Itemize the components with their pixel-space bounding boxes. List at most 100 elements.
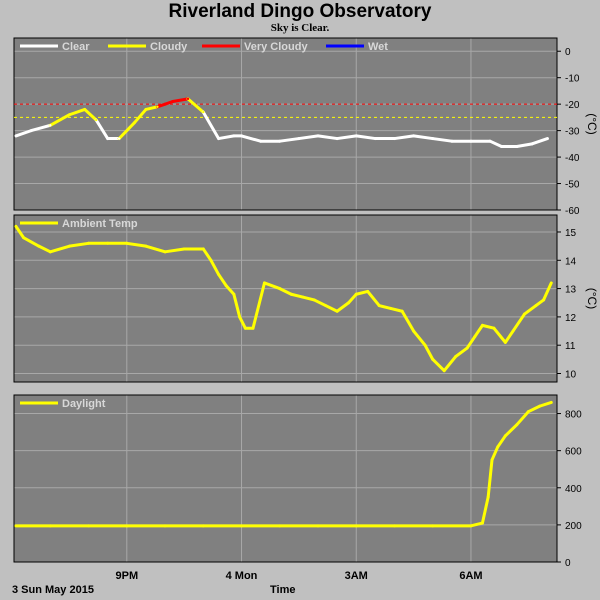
data-point-ambient (355, 293, 358, 296)
series-segment-sky (186, 97, 205, 114)
panel-border (13, 394, 558, 563)
data-point-sky (106, 137, 109, 140)
series-segment-sky (117, 121, 136, 141)
data-point-ambient (377, 304, 381, 307)
legend-label: Very Cloudy (244, 41, 308, 53)
data-point-daylight (431, 524, 434, 528)
data-point-ambient (312, 298, 316, 302)
series-segment-ambient (125, 241, 148, 248)
data-point-daylight (496, 445, 499, 449)
series-segment-sky (488, 139, 504, 148)
panel-border (13, 214, 558, 383)
panel-ambient (14, 215, 557, 382)
data-point-sky (278, 140, 281, 143)
data-point-daylight (87, 524, 90, 528)
data-point-ambient (412, 329, 415, 333)
data-point-ambient (182, 247, 186, 251)
series-segment-ambient (251, 281, 266, 330)
data-point-sky (316, 134, 320, 138)
y-tick-label: -20 (565, 100, 580, 111)
y-tick-label: 13 (565, 285, 577, 296)
data-point-ambient (225, 284, 228, 287)
series-segment-ambient (163, 247, 186, 254)
data-point-ambient (465, 346, 469, 350)
y-axis-label: (°C) (585, 113, 599, 134)
series-segment-ambient (473, 323, 484, 339)
series-segment-ambient (503, 329, 515, 344)
legend-label: Clear (62, 41, 90, 53)
data-point-daylight (550, 401, 553, 404)
data-point-daylight (486, 495, 490, 499)
series-segment-ambient (238, 315, 247, 330)
series-segment-sky (431, 137, 454, 143)
y-tick-label: 14 (565, 256, 577, 267)
series-segment-ambient (465, 335, 477, 350)
series-segment-sky (316, 134, 339, 141)
data-point-ambient (454, 355, 457, 358)
series-segment-ambient (209, 258, 221, 276)
panel-border (13, 37, 558, 211)
data-point-sky (515, 145, 519, 148)
series-segment-ambient (14, 224, 26, 240)
series-segment-ambient (377, 304, 393, 310)
series-segment-ambient (289, 292, 305, 299)
data-point-sky (335, 137, 339, 140)
y-tick-label: -60 (565, 206, 580, 217)
data-point-sky (297, 137, 301, 140)
series-segment-ambient (389, 306, 404, 313)
series-segment-sky (297, 134, 320, 141)
series-segment-ambient (454, 346, 469, 359)
y-tick-label: 800 (565, 410, 582, 421)
data-point-sky (14, 134, 18, 138)
series-segment-daylight (526, 404, 542, 414)
series-segment-sky (335, 134, 358, 141)
y-tick-label: -40 (565, 153, 580, 164)
series-segment-daylight (480, 495, 490, 525)
series-segment-sky (132, 107, 148, 125)
data-point-sky (83, 108, 86, 111)
data-point-ambient (550, 281, 553, 285)
data-point-ambient (523, 312, 526, 316)
series-segment-ambient (354, 289, 370, 296)
data-point-sky (546, 137, 549, 140)
data-point-sky (117, 137, 121, 140)
series-segment-ambient (37, 244, 52, 254)
data-point-sky (95, 118, 98, 122)
data-point-ambient (335, 310, 339, 313)
series-segment-ambient (480, 323, 496, 330)
y-tick-label: 11 (565, 341, 576, 352)
data-point-ambient (534, 304, 538, 307)
data-point-sky (217, 137, 220, 140)
data-point-ambient (87, 242, 90, 245)
data-point-ambient (202, 247, 205, 251)
data-point-sky (355, 134, 358, 138)
data-point-sky (412, 134, 415, 138)
series-segment-ambient (534, 298, 546, 308)
series-segment-ambient (48, 244, 71, 254)
series-segment-sky (515, 142, 534, 148)
data-point-daylight (469, 524, 473, 528)
data-point-sky (30, 129, 33, 132)
series-segment-daylight (538, 400, 553, 408)
data-point-ambient (238, 315, 241, 319)
data-point-ambient (504, 341, 507, 344)
series-segment-daylight (503, 423, 519, 438)
data-point-sky (163, 102, 167, 106)
series-segment-sky (67, 107, 87, 117)
data-point-daylight (14, 524, 18, 528)
series-segment-ambient (511, 312, 526, 333)
data-point-daylight (515, 423, 519, 426)
series-segment-ambient (262, 281, 282, 291)
y-tick-label: 400 (565, 484, 582, 495)
series-segment-ambient (347, 292, 358, 305)
y-tick-label: 10 (565, 370, 577, 381)
y-tick-label: -10 (565, 74, 580, 85)
data-point-sky (450, 140, 454, 143)
series-segment-sky (29, 123, 52, 133)
data-point-ambient (366, 290, 369, 293)
series-segment-ambient (201, 247, 213, 262)
data-point-sky (144, 108, 148, 111)
data-point-ambient (14, 225, 18, 228)
series-segment-sky (217, 134, 236, 141)
data-point-ambient (217, 273, 220, 276)
